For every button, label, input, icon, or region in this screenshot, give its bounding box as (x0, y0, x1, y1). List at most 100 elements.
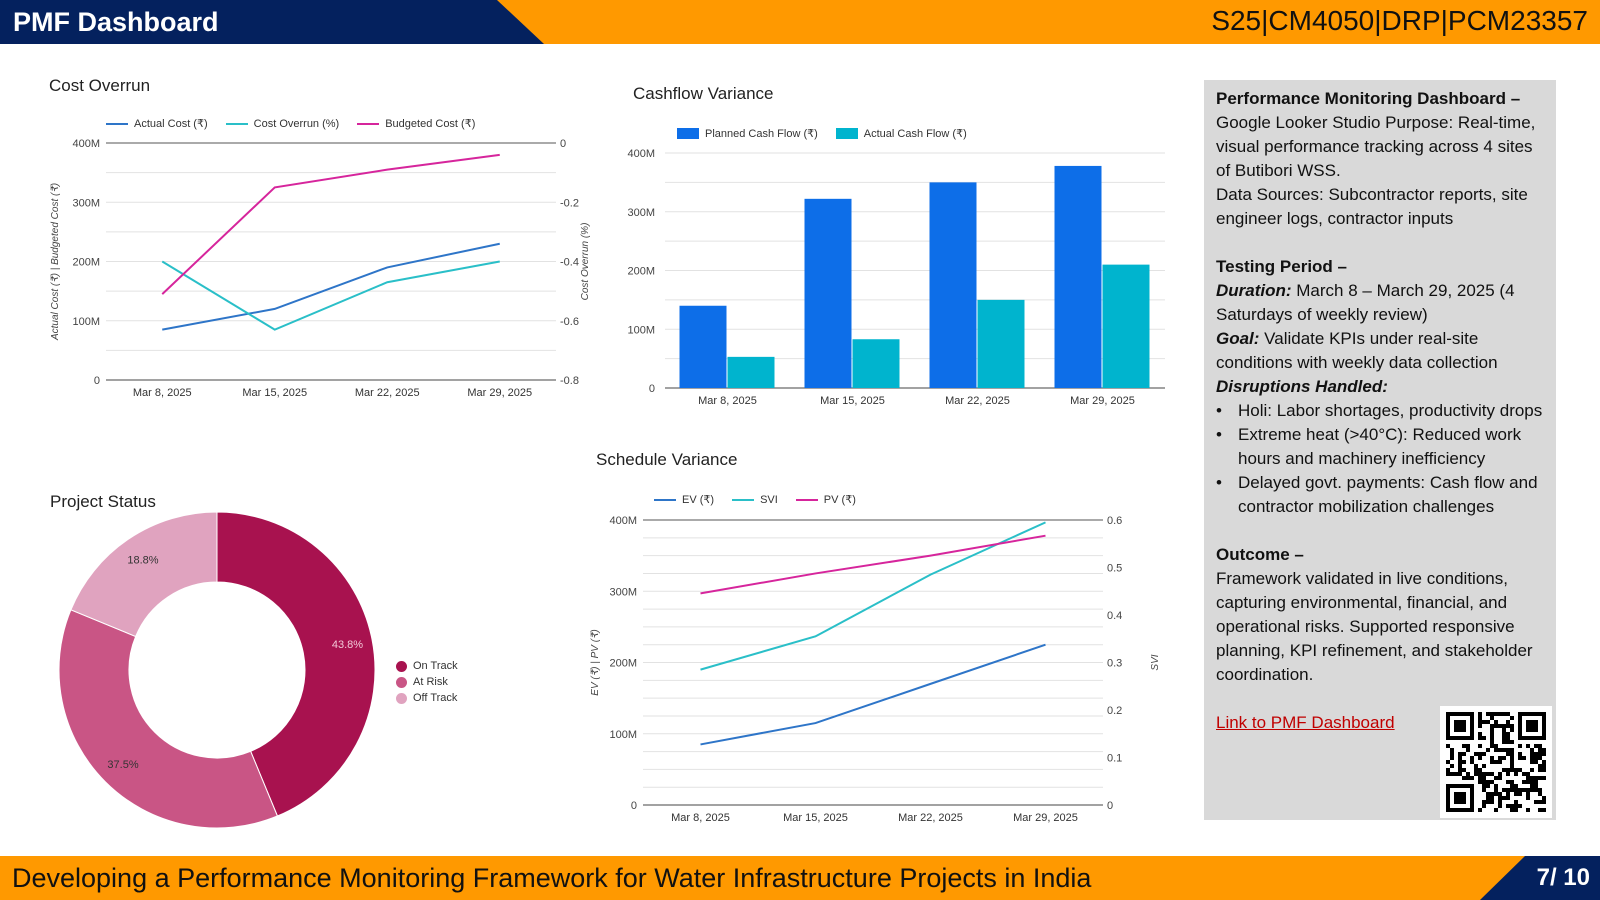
x-tick-label: Mar 22, 2025 (945, 395, 1010, 407)
y-tick-label: 300M (72, 197, 100, 209)
y-tick-label: 200M (609, 658, 637, 670)
legend-label: At Risk (413, 676, 448, 688)
cost-overrun-chart: Cost Overrun Actual Cost (₹) Cost Overrun… (40, 70, 600, 415)
x-tick-label: Mar 29, 2025 (467, 387, 532, 399)
schedule-variance-title: Schedule Variance (596, 450, 738, 469)
slice-value-label: 18.8% (127, 554, 158, 566)
y-right-tick-label: 0.5 (1107, 563, 1122, 575)
y-tick-label: 0 (94, 375, 100, 387)
x-tick-label: Mar 8, 2025 (133, 387, 192, 399)
bar (1102, 264, 1150, 388)
outcome-text: Framework validated in live conditions, … (1216, 569, 1533, 684)
project-status-plot: 43.8% 37.5% 18.8% (58, 511, 376, 829)
y-right-axis-label: SVI (1150, 654, 1161, 670)
y-tick-label: 300M (627, 207, 655, 219)
y-tick-label: 100M (72, 316, 100, 328)
legend-item: EV (₹) (654, 493, 714, 506)
legend-swatch (357, 122, 380, 125)
legend-item: Cost Overrun (%) (225, 117, 340, 130)
x-tick-label: Mar 15, 2025 (242, 387, 307, 399)
x-tick-label: Mar 8, 2025 (671, 812, 730, 824)
legend-swatch (225, 122, 248, 125)
info-panel: Performance Monitoring Dashboard – Googl… (1204, 80, 1556, 820)
x-tick-label: Mar 15, 2025 (820, 395, 885, 407)
legend-swatch (732, 498, 755, 501)
legend-label: On Track (413, 660, 458, 672)
page-number-block: 7/ 10 (1480, 856, 1600, 900)
disruption-item: Extreme heat (>40°C): Reduced work hours… (1216, 423, 1548, 471)
legend-item: PV (₹) (795, 493, 856, 506)
legend-swatch (677, 128, 699, 139)
pie-slice (70, 511, 218, 638)
legend-swatch (654, 498, 676, 501)
legend-item: On Track (396, 660, 458, 672)
duration-label: Duration: (1216, 281, 1292, 300)
legend-swatch (396, 676, 407, 688)
pmf-dashboard-link[interactable]: Link to PMF Dashboard (1216, 713, 1395, 732)
legend-label: Budgeted Cost (₹) (385, 118, 476, 130)
schedule-variance-legend: EV (₹) SVI PV (₹) (654, 493, 856, 506)
x-tick-label: Mar 22, 2025 (898, 812, 963, 824)
y-right-tick-label: 0.2 (1107, 705, 1122, 717)
legend-label: Actual Cost (₹) (134, 118, 208, 130)
series-line-2 (700, 534, 1046, 595)
page-number: 7/ 10 (1536, 864, 1590, 891)
purpose-text: Google Looker Studio Purpose: Real-time,… (1216, 113, 1536, 180)
goal-text: Validate KPIs under real-site conditions… (1216, 329, 1498, 372)
bar (679, 305, 727, 388)
legend-label: EV (₹) (682, 494, 715, 506)
y-right-tick-label: 0 (1107, 800, 1113, 812)
project-status-legend: On Track At Risk Off Track (396, 660, 458, 704)
y-tick-label: 400M (609, 515, 637, 527)
schedule-variance-plot: 0 100M 200M 300M 400M 0 0.1 0.2 0.3 0.4 0.5 0.6 Mar … (590, 515, 1161, 824)
schedule-variance-chart: Schedule Variance EV (₹) SVI PV (₹) 0 100M 2… (590, 440, 1180, 840)
x-tick-label: Mar 15, 2025 (783, 812, 848, 824)
slice-value-label: 43.8% (332, 639, 363, 651)
legend-item: Budgeted Cost (₹) (357, 117, 475, 130)
legend-swatch (396, 692, 407, 704)
y-axis-label: Actual Cost (₹) | Budgeted Cost (₹) (50, 183, 61, 341)
y-right-tick-label: 0.4 (1107, 610, 1122, 622)
legend-label: Actual Cash Flow (₹) (863, 128, 967, 140)
legend-item: SVI (732, 493, 778, 506)
pie-slice (58, 609, 279, 829)
duration-text: March 8 – March 29, 2025 (4 Saturdays of… (1216, 281, 1515, 324)
y-right-axis-label: Cost Overrun (%) (580, 223, 591, 301)
header-bar: PMF Dashboard S25|CM4050|DRP|PCM23357 (0, 0, 1600, 44)
header-title-block: PMF Dashboard (0, 0, 544, 44)
y-tick-label: 200M (72, 257, 100, 269)
qr-code-icon (1440, 706, 1552, 818)
info-body: Performance Monitoring Dashboard – Googl… (1216, 87, 1548, 735)
y-right-tick-label: 0.1 (1107, 753, 1122, 765)
y-tick-label: 200M (627, 266, 655, 278)
dashboard-title: PMF Dashboard (13, 7, 219, 37)
y-right-tick-label: 0 (560, 138, 566, 150)
legend-label: PV (₹) (823, 494, 856, 506)
legend-swatch (106, 122, 128, 125)
bar (977, 299, 1025, 388)
legend-swatch (835, 128, 858, 139)
bar (727, 356, 775, 388)
legend-item: Actual Cost (₹) (106, 117, 208, 130)
sources-text: Data Sources: Subcontractor reports, sit… (1216, 185, 1528, 228)
bar (804, 198, 852, 388)
legend-item: At Risk (396, 676, 458, 688)
x-tick-label: Mar 29, 2025 (1070, 395, 1135, 407)
y-tick-label: 100M (627, 324, 655, 336)
y-right-tick-label: -0.4 (560, 257, 579, 269)
y-tick-label: 0 (649, 383, 655, 395)
series-line-2 (161, 153, 500, 295)
purpose-heading: Performance Monitoring Dashboard – (1216, 89, 1521, 108)
testing-heading: Testing Period – (1216, 257, 1347, 276)
outcome-heading: Outcome – (1216, 545, 1304, 564)
duration-line: Duration: March 8 – March 29, 2025 (4 Sa… (1216, 279, 1548, 327)
x-tick-label: Mar 22, 2025 (355, 387, 420, 399)
legend-label: SVI (760, 493, 778, 506)
y-tick-label: 400M (72, 138, 100, 150)
y-axis-label: EV (₹) | PV (₹) (590, 629, 601, 695)
disruption-item: Delayed govt. payments: Cash flow and co… (1216, 471, 1548, 519)
bar (852, 339, 900, 388)
legend-label: Cost Overrun (%) (253, 117, 340, 130)
y-right-tick-label: 0.6 (1107, 515, 1122, 527)
bar (1054, 165, 1102, 388)
